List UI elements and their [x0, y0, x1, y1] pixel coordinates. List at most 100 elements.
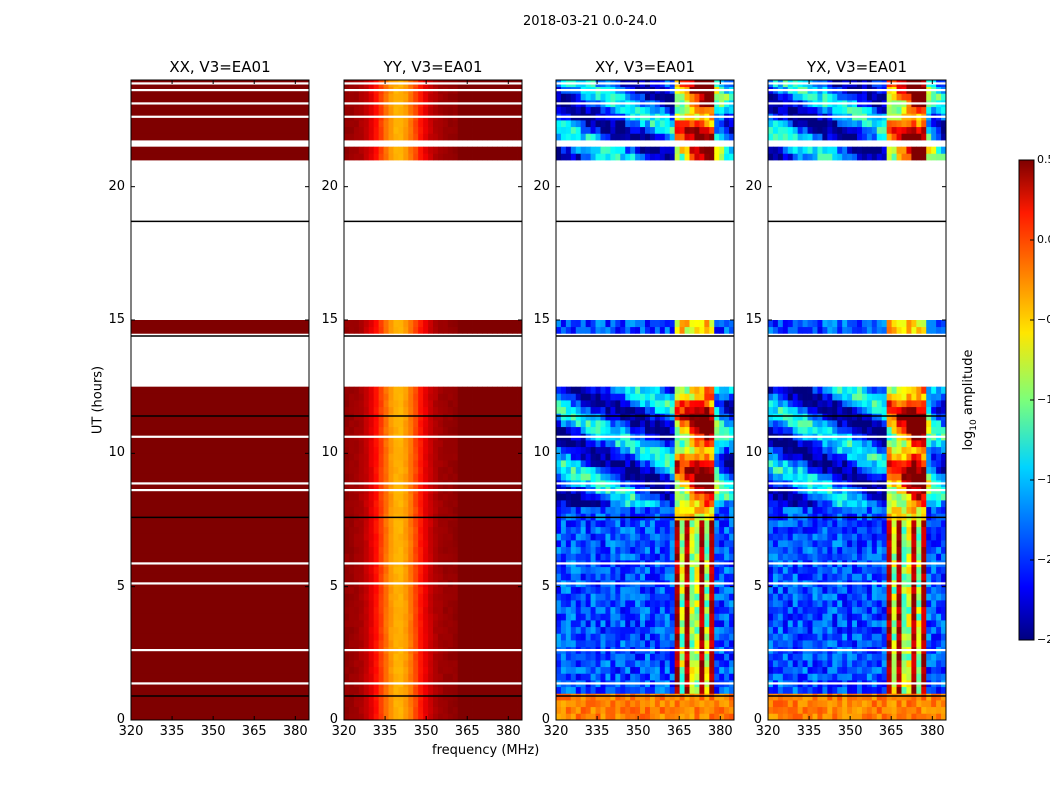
- heatmap-cell: [348, 473, 355, 481]
- heatmap-cell: [477, 446, 483, 454]
- heatmap-cell: [437, 153, 444, 161]
- heatmap-cell: [452, 640, 459, 648]
- heatmap-cell: [368, 673, 375, 681]
- heatmap-cell: [507, 700, 513, 708]
- heatmap-cell: [610, 640, 616, 648]
- heatmap-cell: [620, 506, 626, 514]
- heatmap-cell: [477, 440, 483, 448]
- heatmap-cell: [452, 326, 459, 334]
- heatmap-cell: [570, 153, 577, 161]
- heatmap-cell: [428, 566, 434, 574]
- heatmap-cell: [684, 540, 690, 548]
- heatmap-cell: [719, 500, 725, 508]
- heatmap-cell: [684, 93, 690, 101]
- heatmap-cell: [575, 146, 582, 154]
- heatmap-cell: [595, 546, 601, 554]
- heatmap-cell: [373, 673, 380, 681]
- heatmap-cell: [556, 466, 562, 474]
- heatmap-cell: [388, 660, 394, 668]
- heatmap-cell: [684, 440, 690, 448]
- heatmap-cell: [635, 520, 641, 528]
- heatmap-cell: [363, 493, 370, 501]
- heatmap-cell: [482, 493, 488, 501]
- heatmap-cell: [423, 466, 429, 474]
- heatmap-cell: [560, 520, 567, 528]
- heatmap-cell: [699, 700, 705, 708]
- heatmap-cell: [575, 466, 582, 474]
- heatmap-cell: [729, 420, 735, 428]
- heatmap-cell: [462, 566, 469, 574]
- heatmap-cell: [787, 666, 794, 674]
- heatmap-cell: [368, 573, 375, 581]
- heatmap-row: [131, 573, 309, 581]
- heatmap-cell: [437, 460, 444, 468]
- heatmap-cell: [477, 620, 483, 628]
- heatmap-cell: [565, 446, 572, 454]
- heatmap-cell: [408, 493, 414, 501]
- heatmap-cell: [630, 633, 636, 641]
- heatmap-cell: [684, 686, 690, 694]
- heatmap-cell: [348, 426, 355, 434]
- heatmap-cell: [502, 633, 508, 641]
- heatmap-cell: [645, 666, 651, 674]
- heatmap-cell: [363, 133, 370, 141]
- heatmap-cell: [462, 460, 469, 468]
- heatmap-cell: [423, 393, 429, 401]
- heatmap-cell: [689, 406, 695, 414]
- heatmap-cell: [502, 133, 508, 141]
- heatmap-cell: [383, 526, 389, 534]
- heatmap-cell: [457, 146, 464, 154]
- heatmap-cell: [630, 673, 636, 681]
- heatmap-cell: [610, 533, 616, 541]
- heatmap-cell: [428, 520, 434, 528]
- heatmap-cell: [428, 93, 434, 101]
- heatmap-cell: [423, 400, 429, 408]
- heatmap-cell: [669, 633, 676, 641]
- heatmap-cell: [398, 93, 404, 101]
- heatmap-cell: [565, 500, 572, 508]
- heatmap-cell: [502, 146, 508, 154]
- heatmap-cell: [398, 453, 404, 461]
- heatmap-cell: [353, 606, 360, 614]
- heatmap-cell: [353, 706, 360, 714]
- heatmap-cell: [428, 613, 434, 621]
- heatmap-cell: [640, 453, 646, 461]
- heatmap-cell: [689, 120, 695, 128]
- heatmap-cell: [467, 593, 473, 601]
- heatmap-cell: [709, 606, 715, 614]
- heatmap-cell: [679, 133, 685, 141]
- heatmap-cell: [388, 520, 394, 528]
- heatmap-cell: [556, 633, 562, 641]
- heatmap-cell: [724, 126, 730, 134]
- heatmap-cell: [502, 126, 508, 134]
- heatmap-cell: [560, 586, 567, 594]
- heatmap-cell: [729, 406, 735, 414]
- heatmap-cell: [467, 126, 473, 134]
- heatmap-cell: [620, 620, 626, 628]
- heatmap-cell: [645, 466, 651, 474]
- heatmap-cell: [689, 453, 695, 461]
- heatmap-cell: [610, 413, 616, 421]
- heatmap-cell: [625, 506, 631, 514]
- heatmap-cell: [729, 460, 735, 468]
- heatmap-cell: [507, 406, 513, 414]
- heatmap-cell: [565, 626, 572, 634]
- heatmap-cell: [502, 446, 508, 454]
- heatmap-cell: [353, 506, 360, 514]
- heatmap-cell: [729, 633, 735, 641]
- heatmap-cell: [363, 606, 370, 614]
- heatmap-cell: [467, 406, 473, 414]
- heatmap-cell: [605, 93, 611, 101]
- heatmap-cell: [517, 400, 523, 408]
- heatmap-cell: [625, 713, 631, 721]
- heatmap-cell: [906, 673, 912, 681]
- heatmap-cell: [921, 686, 927, 694]
- heatmap-cell: [911, 700, 917, 708]
- heatmap-cell: [669, 426, 676, 434]
- heatmap-cell: [649, 453, 656, 461]
- heatmap-cell: [353, 700, 360, 708]
- heatmap-cell: [580, 593, 587, 601]
- heatmap-cell: [699, 600, 705, 608]
- heatmap-cell: [413, 526, 419, 534]
- heatmap-cell: [605, 586, 611, 594]
